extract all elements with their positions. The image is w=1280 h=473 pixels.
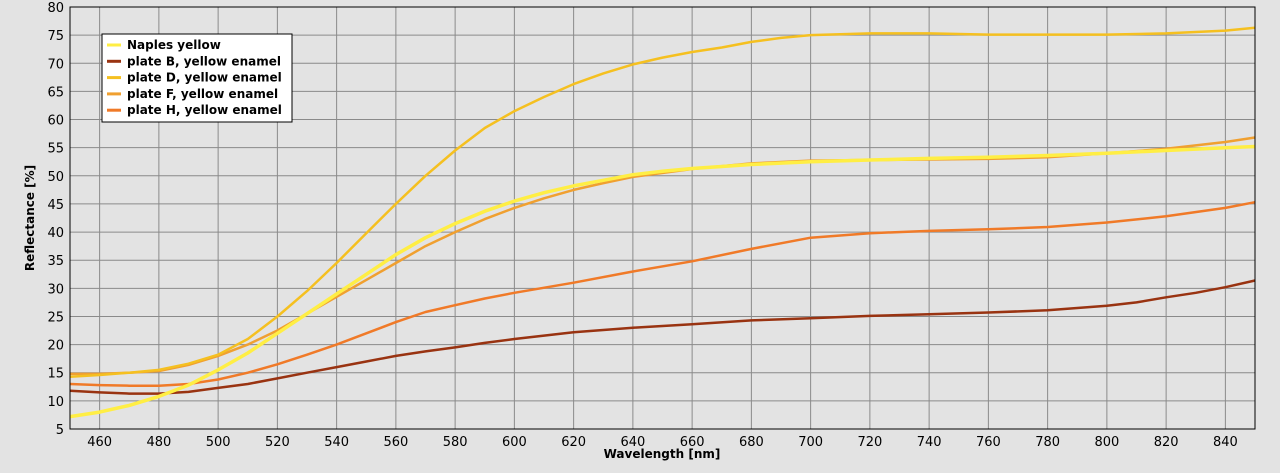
x-tick-label: 620 [561,435,586,450]
x-tick-label: 520 [265,435,290,450]
y-tick-label: 25 [47,310,64,325]
y-axis-label: Reflectance [%] [23,165,37,271]
y-tick-label: 50 [47,170,64,185]
x-tick-label: 580 [443,435,468,450]
series-line-5 [69,200,1256,387]
legend: Naples yellow plate B, yellow enamel plate… [101,33,293,123]
y-tick-label: 5 [56,423,64,438]
x-tick-label: 600 [502,435,527,450]
x-tick-label: 480 [146,435,171,450]
series-line-3 [69,26,1256,378]
x-tick-label: 460 [87,435,112,450]
y-tick-label: 30 [47,282,64,297]
y-tick-label: 75 [47,29,64,44]
y-tick-label: 55 [47,142,64,157]
legend-label: plate F, yellow enamel [127,87,278,101]
legend-box [101,33,293,123]
x-axis-label: Wavelength [nm] [604,447,721,461]
y-tick-label: 60 [47,114,64,129]
x-tick-label: 800 [1094,435,1119,450]
y-tick-labels: 5 10 15 20 25 30 35 40 45 50 55 60 65 70 75 80 [47,1,64,438]
y-tick-label: 65 [47,85,64,100]
legend-label: plate D, yellow enamel [127,71,282,85]
y-tick-label: 45 [47,198,64,213]
y-tick-label: 80 [47,1,64,16]
x-tick-label: 700 [798,435,823,450]
x-tick-label: 760 [976,435,1001,450]
series-line-2 [69,279,1256,395]
y-tick-label: 35 [47,254,64,269]
x-tick-label: 640 [620,435,645,450]
x-tick-label: 820 [1154,435,1179,450]
x-tick-label: 680 [739,435,764,450]
y-tick-label: 15 [47,367,64,382]
legend-label: plate H, yellow enamel [127,103,282,117]
x-tick-labels: 460 480 500 520 540 560 580 600 620 640 660 680 700 7… [87,435,1238,450]
x-tick-label: 540 [324,435,349,450]
x-tick-label: 840 [1213,435,1238,450]
y-tick-label: 10 [47,395,64,410]
plot-border [69,6,1256,430]
x-tick-label: 560 [383,435,408,450]
legend-label: Naples yellow [127,38,221,52]
series-line-1 [69,144,1256,419]
x-tick-label: 500 [206,435,231,450]
x-tick-label: 720 [857,435,882,450]
y-tick-label: 20 [47,339,64,354]
series-lines [69,26,1256,419]
x-tick-label: 660 [680,435,705,450]
y-tick-label: 40 [47,226,64,241]
x-tick-label: 780 [1035,435,1060,450]
x-tick-label: 740 [917,435,942,450]
legend-label: plate B, yellow enamel [127,54,281,68]
y-tick-label: 70 [47,57,64,72]
